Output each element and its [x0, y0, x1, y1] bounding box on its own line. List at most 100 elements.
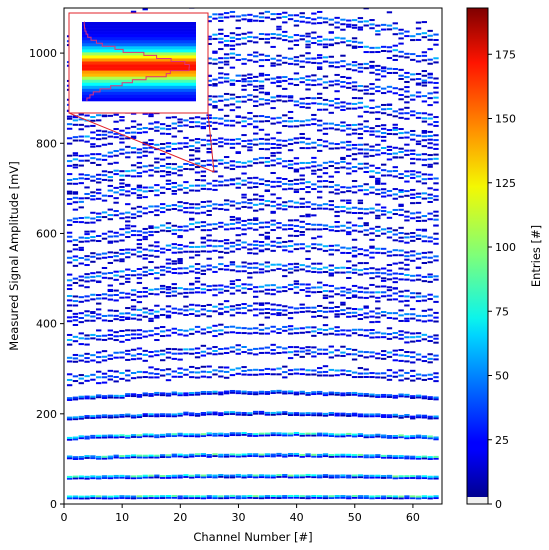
heatmap-cell — [107, 195, 114, 198]
heatmap-cell — [264, 391, 271, 394]
heatmap-cell — [101, 216, 108, 219]
heatmap-cell — [159, 456, 166, 458]
heatmap-cell — [84, 395, 90, 398]
colorbar-frame — [466, 7, 489, 505]
heatmap-cell — [72, 239, 79, 242]
heatmap-cell — [96, 329, 102, 332]
heatmap-cell — [136, 156, 143, 159]
heatmap-cell — [410, 361, 416, 364]
heatmap-cell — [206, 103, 212, 106]
heatmap-cell — [351, 455, 358, 458]
heatmap-cell — [299, 474, 305, 477]
heatmap-cell — [357, 127, 364, 130]
heatmap-cell — [305, 215, 311, 218]
heatmap-cell — [380, 357, 387, 360]
heatmap-cell — [421, 475, 428, 478]
y-tick-label: 1000 — [29, 47, 57, 60]
heatmap-cell — [293, 78, 300, 81]
heatmap-cell — [316, 196, 323, 199]
heatmap-cell — [369, 291, 375, 294]
heatmap-cell — [229, 474, 236, 477]
heatmap-cell — [125, 131, 131, 134]
heatmap-cell — [194, 166, 201, 169]
heatmap-cell — [299, 60, 305, 63]
heatmap-cell — [334, 266, 340, 269]
heatmap-cell — [427, 373, 433, 376]
heatmap-cell — [101, 495, 108, 498]
heatmap-cell — [287, 390, 294, 393]
heatmap-cell — [171, 327, 177, 330]
heatmap-cell — [125, 477, 131, 480]
heatmap-cell — [218, 453, 224, 456]
heatmap-cell — [235, 331, 241, 334]
heatmap-cell — [380, 436, 387, 439]
heatmap-cell — [241, 120, 247, 123]
heatmap-cell — [101, 475, 108, 478]
heatmap-cell — [183, 334, 189, 337]
heatmap-cell — [328, 31, 334, 34]
heatmap-cell — [398, 349, 404, 352]
heatmap-cell — [433, 96, 439, 99]
heatmap-cell — [433, 475, 439, 478]
heatmap-cell — [154, 310, 160, 313]
heatmap-cell — [136, 243, 143, 246]
heatmap-cell — [212, 266, 218, 269]
heatmap-cell — [78, 415, 84, 418]
heatmap-cell — [189, 376, 195, 379]
heatmap-cell — [148, 496, 154, 499]
heatmap-cell — [421, 74, 428, 77]
heatmap-cell — [264, 157, 271, 160]
heatmap-cell — [264, 476, 271, 479]
heatmap-cell — [299, 453, 305, 456]
heatmap-cell — [241, 497, 247, 500]
heatmap-cell — [235, 27, 241, 30]
heatmap-cell — [125, 296, 131, 299]
heatmap-cell — [229, 453, 236, 456]
heatmap-cell — [386, 454, 393, 457]
heatmap-cell — [96, 197, 102, 200]
heatmap-cell — [305, 392, 311, 395]
heatmap-cell — [311, 369, 317, 372]
heatmap-cell — [154, 393, 160, 396]
heatmap-cell — [398, 208, 404, 211]
heatmap-cell — [392, 436, 398, 439]
heatmap-cell — [154, 413, 160, 416]
heatmap-cell — [322, 329, 329, 332]
heatmap-cell — [386, 236, 393, 239]
heatmap-cell — [322, 394, 329, 397]
heatmap-cell — [148, 334, 154, 337]
heatmap-cell — [305, 349, 311, 352]
heatmap-cell — [258, 250, 265, 253]
heatmap-cell — [334, 21, 340, 24]
heatmap-cell — [136, 434, 143, 437]
heatmap-cell — [357, 372, 364, 375]
heatmap-cell — [235, 265, 241, 268]
heatmap-cell — [235, 58, 241, 61]
heatmap-cell — [194, 121, 201, 124]
heatmap-cell — [293, 291, 300, 294]
heatmap-cell — [253, 217, 259, 220]
heatmap-cell — [369, 154, 375, 157]
heatmap-cell — [253, 104, 259, 107]
heatmap-cell — [328, 413, 334, 416]
heatmap-cell — [305, 43, 311, 46]
heatmap-cell — [369, 99, 375, 102]
heatmap-cell — [154, 194, 160, 197]
heatmap-cell — [410, 170, 416, 173]
heatmap-cell — [78, 417, 84, 420]
heatmap-cell — [328, 65, 334, 68]
heatmap-cell — [218, 162, 224, 165]
heatmap-cell — [282, 139, 288, 142]
heatmap-cell — [113, 456, 119, 459]
heatmap-cell — [264, 332, 271, 335]
heatmap-cell — [224, 4, 229, 6]
heatmap-cell — [427, 273, 433, 276]
heatmap-cell — [90, 211, 96, 214]
heatmap-cell — [415, 455, 422, 458]
heatmap-cell — [392, 254, 398, 257]
heatmap-cell — [375, 433, 381, 436]
heatmap-cell — [270, 122, 276, 125]
heatmap-cell — [398, 354, 404, 357]
heatmap-cell — [90, 477, 96, 480]
heatmap-cell — [375, 130, 381, 133]
